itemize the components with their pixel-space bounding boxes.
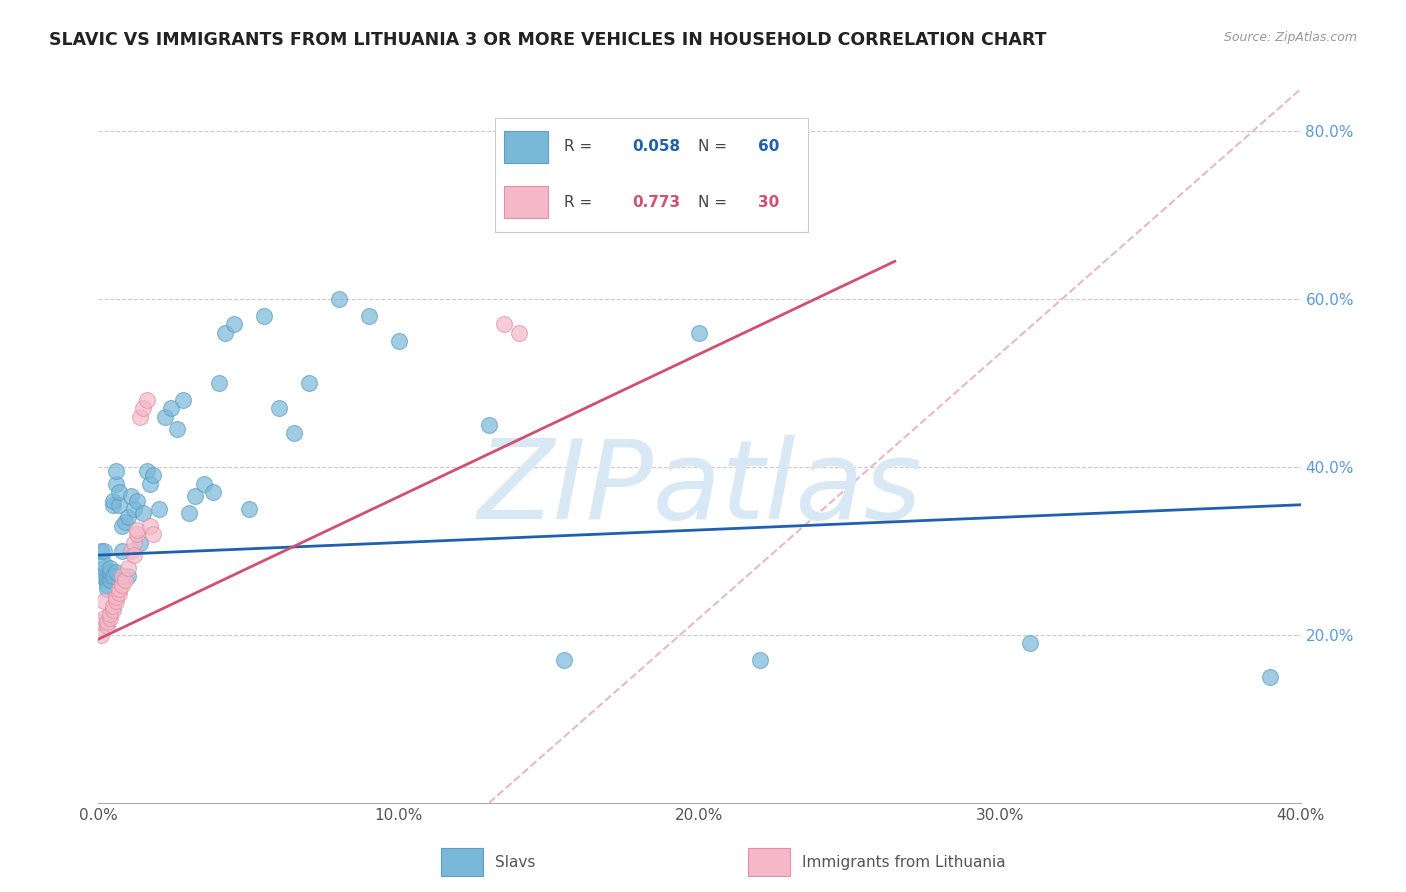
Point xyxy=(90,544,112,558)
Point xyxy=(135,464,157,478)
Point xyxy=(114,515,136,529)
Point xyxy=(172,392,194,407)
Point xyxy=(153,409,176,424)
Point xyxy=(105,594,128,608)
Point xyxy=(100,565,122,579)
Point xyxy=(127,527,149,541)
Point xyxy=(111,544,134,558)
FancyBboxPatch shape xyxy=(748,847,790,876)
Point xyxy=(159,401,181,416)
Point xyxy=(238,502,260,516)
Point xyxy=(108,586,131,600)
Point xyxy=(103,599,125,613)
Point xyxy=(93,557,115,571)
Point xyxy=(100,560,122,574)
Point xyxy=(103,498,125,512)
Text: Immigrants from Lithuania: Immigrants from Lithuania xyxy=(801,855,1005,870)
Point xyxy=(117,560,139,574)
Text: ZIPatlas: ZIPatlas xyxy=(477,435,922,542)
FancyBboxPatch shape xyxy=(441,847,484,876)
Point xyxy=(193,476,215,491)
Point xyxy=(1019,636,1042,650)
Point xyxy=(90,569,112,583)
Point xyxy=(689,326,711,340)
Point xyxy=(283,426,305,441)
Point xyxy=(108,582,131,596)
Point xyxy=(208,376,231,390)
Point xyxy=(100,569,122,583)
Point xyxy=(96,569,118,583)
Point xyxy=(127,523,149,537)
Point xyxy=(96,619,118,633)
Point xyxy=(103,569,125,583)
Point xyxy=(100,607,122,621)
Point xyxy=(141,468,163,483)
Point xyxy=(105,565,128,579)
Point xyxy=(93,560,115,574)
Point xyxy=(129,409,152,424)
Point xyxy=(121,544,143,558)
Point xyxy=(478,417,501,432)
Point xyxy=(103,493,125,508)
Point xyxy=(214,326,236,340)
Point xyxy=(103,603,125,617)
Point xyxy=(96,577,118,591)
Text: Source: ZipAtlas.com: Source: ZipAtlas.com xyxy=(1223,31,1357,45)
Point xyxy=(1260,670,1282,684)
Point xyxy=(100,574,122,588)
Point xyxy=(183,489,205,503)
Point xyxy=(108,498,131,512)
Point xyxy=(494,318,516,332)
Point xyxy=(100,611,122,625)
Point xyxy=(96,615,118,630)
Text: SLAVIC VS IMMIGRANTS FROM LITHUANIA 3 OR MORE VEHICLES IN HOUSEHOLD CORRELATION : SLAVIC VS IMMIGRANTS FROM LITHUANIA 3 OR… xyxy=(49,31,1046,49)
Point xyxy=(357,309,380,323)
Point xyxy=(298,376,321,390)
Point xyxy=(121,489,143,503)
Point xyxy=(748,653,770,667)
Point xyxy=(105,464,128,478)
Point xyxy=(132,506,155,520)
Text: Slavs: Slavs xyxy=(495,855,536,870)
Point xyxy=(124,535,146,549)
Point xyxy=(135,392,157,407)
Point xyxy=(111,518,134,533)
Point xyxy=(267,401,290,416)
Point xyxy=(93,544,115,558)
Point xyxy=(129,535,152,549)
Point xyxy=(253,309,276,323)
Point xyxy=(114,574,136,588)
Point xyxy=(138,518,160,533)
Point xyxy=(141,527,163,541)
Point xyxy=(508,326,530,340)
Point xyxy=(166,422,188,436)
Point xyxy=(105,590,128,604)
Point xyxy=(111,569,134,583)
Point xyxy=(117,569,139,583)
Point xyxy=(105,476,128,491)
Point xyxy=(132,401,155,416)
Point xyxy=(93,594,115,608)
Point xyxy=(138,476,160,491)
Point xyxy=(108,485,131,500)
Point xyxy=(201,485,224,500)
Point xyxy=(148,502,170,516)
Point xyxy=(90,628,112,642)
Point xyxy=(96,582,118,596)
Point xyxy=(222,318,245,332)
Point xyxy=(328,292,350,306)
Point xyxy=(93,611,115,625)
Point xyxy=(111,577,134,591)
Point xyxy=(177,506,200,520)
Point xyxy=(388,334,411,348)
Point xyxy=(124,548,146,562)
Point xyxy=(553,653,575,667)
Point xyxy=(96,574,118,588)
Point xyxy=(127,493,149,508)
Point xyxy=(90,615,112,630)
Point xyxy=(117,510,139,524)
Point xyxy=(124,502,146,516)
